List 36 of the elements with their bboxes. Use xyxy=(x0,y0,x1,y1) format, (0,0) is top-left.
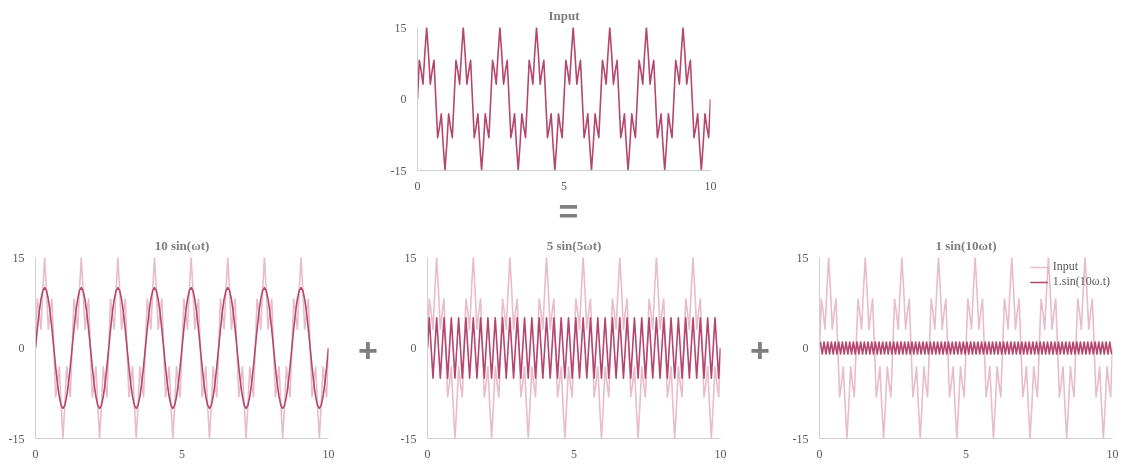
y-tick-label: 0 xyxy=(400,92,407,106)
line-series xyxy=(35,286,329,410)
line-series xyxy=(819,257,1113,439)
y-tick-label: -15 xyxy=(400,431,417,446)
x-tick-label: 0 xyxy=(424,446,431,461)
y-tick-label: -15 xyxy=(8,431,25,446)
y-tick-label: -15 xyxy=(792,431,809,446)
y-tick-label: 15 xyxy=(404,250,417,265)
y-tick-label: -15 xyxy=(390,163,407,178)
x-tick-label: 10 xyxy=(714,446,727,461)
x-tick-label: 5 xyxy=(561,178,567,193)
text: + xyxy=(750,330,770,371)
text: + xyxy=(358,330,378,371)
line-series xyxy=(35,257,329,439)
legend-label: 1.sin(10ω.t) xyxy=(1052,274,1110,289)
line-series xyxy=(417,27,711,171)
legend-label: Input xyxy=(1052,259,1079,274)
y-tick-label: 15 xyxy=(796,250,809,265)
x-tick-label: 10 xyxy=(704,178,717,193)
y-tick-label: 15 xyxy=(12,250,25,265)
x-tick-label: 0 xyxy=(816,446,823,461)
y-tick-label: 0 xyxy=(802,341,809,355)
y-tick-label: 0 xyxy=(18,341,25,355)
x-tick-label: 10 xyxy=(1106,446,1119,461)
y-tick-label: 0 xyxy=(410,341,417,355)
x-tick-label: 5 xyxy=(963,446,969,461)
x-tick-label: 5 xyxy=(571,446,577,461)
x-tick-label: 5 xyxy=(179,446,185,461)
chart-title: Input xyxy=(548,7,581,23)
chart-title: 1 sin(10ωt) xyxy=(935,237,997,253)
x-tick-label: 10 xyxy=(322,446,335,461)
y-tick-label: 15 xyxy=(394,20,407,35)
chart-title: 5 sin(5ωt) xyxy=(546,237,602,253)
x-tick-label: 0 xyxy=(32,446,39,461)
text: = xyxy=(558,192,579,230)
chart-title: 10 sin(ωt) xyxy=(154,237,210,253)
